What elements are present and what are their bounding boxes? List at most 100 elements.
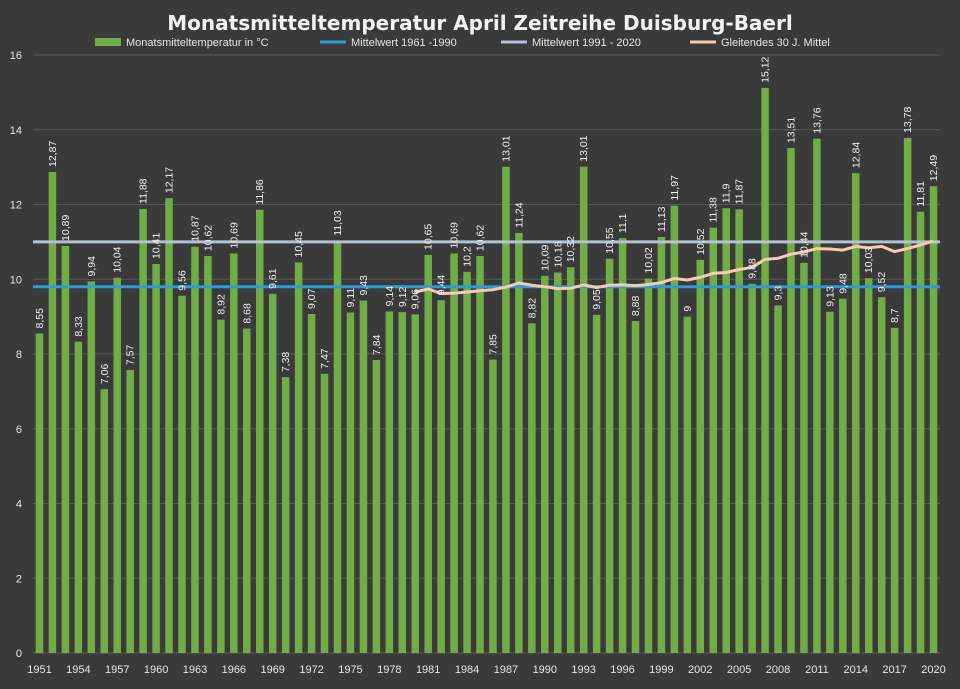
data-label-1953: 10,89 xyxy=(60,215,72,241)
data-label-1971: 10,45 xyxy=(293,231,305,257)
bar-1977 xyxy=(372,359,381,653)
legend-item-bars: Monatsmitteltemperatur in °C xyxy=(95,37,269,49)
y-axis-ticks: 0 2 4 6 8 10 12 14 16 xyxy=(10,50,22,660)
data-label-1959: 11,88 xyxy=(138,178,150,204)
legend-label-bars: Monatsmitteltemperatur in °C xyxy=(126,37,269,49)
y-tick-label-8: 8 xyxy=(16,349,22,361)
bar-1963 xyxy=(191,246,199,653)
bar-2004 xyxy=(722,208,730,654)
bar-2010 xyxy=(800,262,808,653)
bar-2005 xyxy=(735,209,743,653)
data-label-1964: 10,62 xyxy=(202,225,214,251)
bar-2013 xyxy=(839,298,847,653)
data-label-1973: 7,47 xyxy=(319,348,331,369)
data-label-1983: 10,69 xyxy=(449,222,461,248)
data-label-1987: 13,01 xyxy=(500,135,512,161)
data-label-1978: 9,14 xyxy=(384,286,396,307)
data-label-1996: 11,1 xyxy=(617,213,629,233)
data-label-2008: 9,3 xyxy=(773,286,785,301)
data-label-1970: 7,38 xyxy=(280,352,292,373)
data-label-1976: 9,43 xyxy=(358,275,370,296)
bar-1974 xyxy=(333,240,342,653)
data-labels: 8,55 12,87 10,89 8,33 9,94 7,06 10,04 7,57 11,88… xyxy=(34,56,940,384)
data-label-1966: 10,69 xyxy=(228,222,240,248)
bar-1973 xyxy=(320,373,329,653)
y-tick-label-16: 16 xyxy=(10,50,22,62)
data-label-2007: 15,12 xyxy=(760,56,772,82)
data-label-1967: 8,68 xyxy=(241,303,253,324)
data-label-2014: 12,84 xyxy=(850,142,862,168)
legend-label-mean-1991-2020: Mittelwert 1991 - 2020 xyxy=(532,37,641,49)
bar-1966 xyxy=(230,253,238,653)
data-label-2000: 11,97 xyxy=(669,175,681,201)
data-label-1960: 10,41 xyxy=(151,232,163,258)
bar-2002 xyxy=(696,259,705,653)
bar-1988 xyxy=(515,232,523,653)
data-label-2011: 13,76 xyxy=(811,107,823,133)
data-label-1986: 7,85 xyxy=(487,334,499,355)
y-tick-label-4: 4 xyxy=(16,499,22,511)
data-label-2009: 13,51 xyxy=(785,117,797,143)
x-tick-label-1951: 1951 xyxy=(27,664,51,676)
x-tick-label-1999: 1999 xyxy=(649,664,673,676)
bar-2015 xyxy=(864,278,873,653)
data-label-2003: 11,38 xyxy=(708,197,720,223)
x-tick-label-1978: 1978 xyxy=(377,664,401,676)
bar-1982 xyxy=(437,300,445,653)
data-label-1974: 11,03 xyxy=(332,210,344,236)
y-tick-label-14: 14 xyxy=(10,125,22,137)
bar-1951 xyxy=(35,333,44,653)
bar-1964 xyxy=(204,256,212,653)
legend-label-moving-average: Gleitendes 30 J. Mittel xyxy=(721,37,830,49)
bar-2017 xyxy=(890,327,899,653)
y-tick-label-10: 10 xyxy=(10,274,22,286)
data-label-1979: 9,12 xyxy=(397,287,409,308)
x-tick-label-2002: 2002 xyxy=(688,664,712,676)
bar-1969 xyxy=(268,293,277,653)
bar-2018 xyxy=(903,137,912,653)
x-tick-label-2017: 2017 xyxy=(882,664,906,676)
x-tick-label-1957: 1957 xyxy=(105,664,129,676)
bar-2012 xyxy=(826,311,834,653)
bar-1980 xyxy=(411,314,419,653)
data-label-1951: 8,55 xyxy=(34,308,46,329)
bar-1994 xyxy=(592,314,601,653)
bar-1959 xyxy=(139,208,147,654)
bar-1960 xyxy=(152,263,160,653)
bar-2016 xyxy=(877,297,886,653)
y-tick-label-2: 2 xyxy=(16,573,22,585)
bar-2007 xyxy=(761,87,769,653)
x-tick-label-2005: 2005 xyxy=(727,664,751,676)
x-tick-label-1987: 1987 xyxy=(494,664,518,676)
data-label-2005: 11,87 xyxy=(734,179,746,205)
data-label-1990: 10,09 xyxy=(539,244,551,270)
bar-1957 xyxy=(113,277,121,653)
data-label-1991: 10,18 xyxy=(552,241,564,267)
data-label-2013: 9,48 xyxy=(837,273,849,294)
x-tick-label-1960: 1960 xyxy=(144,664,168,676)
bar-1998 xyxy=(644,278,653,653)
x-tick-label-1966: 1966 xyxy=(222,664,246,676)
y-tick-label-0: 0 xyxy=(16,648,22,660)
legend-swatch-bars xyxy=(95,38,121,46)
bar-1975 xyxy=(346,312,355,653)
bar-1986 xyxy=(489,359,497,653)
x-axis-ticks: 1951 1954 1957 1960 1963 1966 1969 1972 1975 1978… xyxy=(27,664,946,676)
bar-2009 xyxy=(787,148,795,653)
data-label-1994: 9,05 xyxy=(591,289,603,310)
data-label-1957: 10,04 xyxy=(112,246,124,272)
x-tick-label-1996: 1996 xyxy=(610,664,634,676)
data-label-1984: 10,2 xyxy=(462,246,474,267)
data-label-1962: 9,56 xyxy=(177,270,189,291)
x-tick-label-1975: 1975 xyxy=(338,664,362,676)
bar-1999 xyxy=(657,237,666,654)
bar-1967 xyxy=(243,328,251,653)
x-tick-label-1972: 1972 xyxy=(299,664,323,676)
data-label-1965: 8,92 xyxy=(215,294,227,315)
x-tick-label-1984: 1984 xyxy=(455,664,479,676)
bar-1997 xyxy=(631,321,640,653)
bars xyxy=(35,87,938,654)
bar-1984 xyxy=(463,271,471,653)
data-label-1977: 7,84 xyxy=(371,334,383,355)
